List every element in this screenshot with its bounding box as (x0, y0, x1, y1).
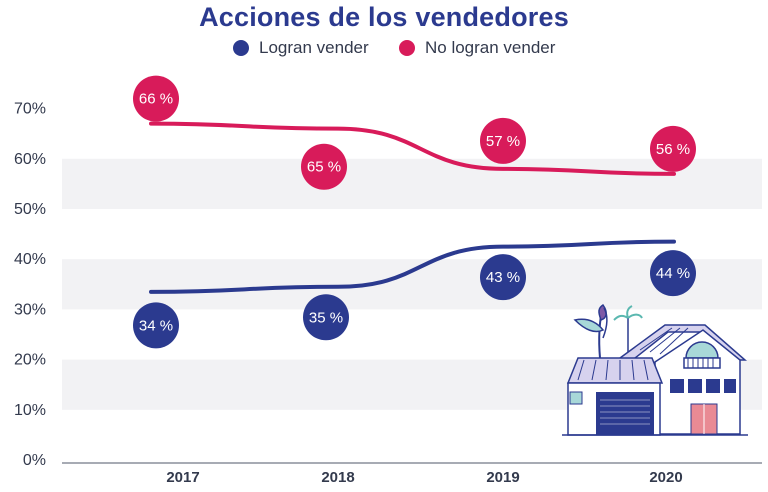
data-marker (133, 75, 179, 122)
x-tick-label: 2018 (321, 469, 354, 486)
x-axis-ticks: 2017 2018 2019 2020 (166, 469, 682, 486)
y-tick-label: 20% (14, 352, 46, 369)
grid-band (62, 158, 762, 209)
y-axis-ticks: 0% 10% 20% 30% 40% 50% 60% 70% (14, 101, 46, 469)
legend-label-logran: Logran vender (259, 38, 369, 57)
data-marker (480, 254, 526, 301)
series-line-0 (149, 239, 676, 294)
legend-marker-logran (233, 40, 249, 56)
data-marker (301, 143, 347, 190)
data-label: 66 % (139, 91, 173, 108)
house-illustration (562, 304, 748, 436)
data-markers: 34 % 35 % 43 % 44 % 66 % 65 % 57 % 56 % (133, 75, 696, 349)
data-label: 65 % (307, 159, 341, 176)
series-lines (149, 121, 676, 294)
y-tick-label: 50% (14, 201, 46, 218)
data-label: 44 % (656, 265, 690, 282)
y-tick-label: 60% (14, 151, 46, 168)
y-tick-label: 40% (14, 251, 46, 268)
legend-item-no-logran: No logran vender (399, 38, 555, 58)
legend-label-no-logran: No logran vender (425, 38, 556, 57)
grid-band (62, 259, 762, 310)
x-tick-label: 2020 (649, 469, 682, 486)
y-tick-label: 70% (14, 101, 46, 118)
data-label: 43 % (486, 269, 520, 286)
data-label: 57 % (486, 133, 520, 150)
data-marker (650, 250, 696, 297)
data-label: 35 % (309, 309, 343, 326)
x-tick-label: 2017 (166, 469, 199, 486)
data-marker (133, 302, 179, 349)
y-tick-label: 10% (14, 402, 46, 419)
data-label: 56 % (656, 141, 690, 158)
legend-item-logran: Logran vender (233, 38, 369, 58)
chart-title: Acciones de los vendedores (199, 2, 569, 32)
y-tick-label: 30% (14, 301, 46, 318)
data-label: 34 % (139, 317, 173, 334)
x-tick-label: 2019 (486, 469, 519, 486)
legend: Logran vender No logran vender (0, 38, 768, 60)
data-marker (303, 294, 349, 341)
legend-marker-no-logran (399, 40, 415, 56)
data-marker (480, 117, 526, 164)
data-marker (650, 125, 696, 172)
y-tick-label: 0% (23, 452, 46, 469)
series-line-1 (149, 121, 676, 176)
